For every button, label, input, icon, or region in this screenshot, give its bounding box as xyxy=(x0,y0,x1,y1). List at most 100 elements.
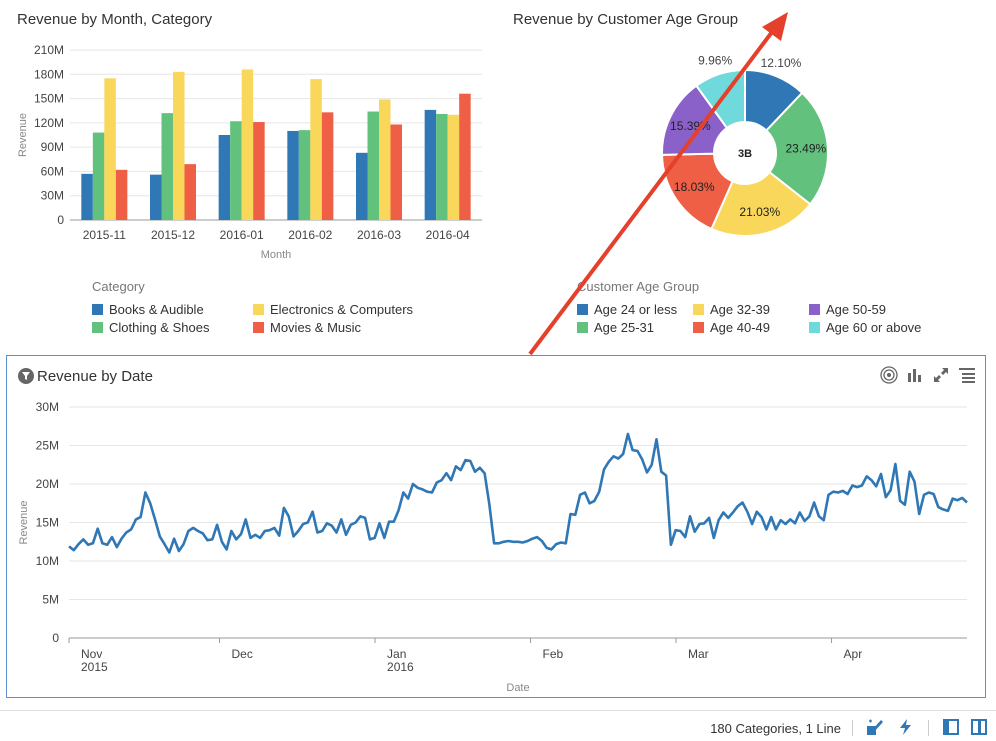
pie-legend-item[interactable]: Age 50-59 xyxy=(809,302,886,317)
legend-label: Age 50-59 xyxy=(826,302,886,317)
line-chart-panel[interactable]: Revenue by Date 0 5M 10M 15M 20M 25M 30M Nov 201… xyxy=(6,355,986,698)
bar-chart-icon[interactable] xyxy=(906,366,924,384)
pie-slice-label: 12.10% xyxy=(761,56,802,70)
brush-icon[interactable] xyxy=(866,718,884,736)
bar[interactable] xyxy=(436,113,448,220)
bar[interactable] xyxy=(379,99,391,220)
revenue-line[interactable] xyxy=(68,432,968,554)
status-bar: 180 Categories, 1 Line xyxy=(0,710,996,741)
line-x-tick-sublabel: 2016 xyxy=(387,660,414,674)
pie-legend-title: Customer Age Group xyxy=(577,279,700,294)
bar-legend-item[interactable]: Clothing & Shoes xyxy=(92,320,209,335)
legend-swatch xyxy=(92,304,103,315)
bar[interactable] xyxy=(298,130,311,220)
bar[interactable] xyxy=(367,111,380,220)
bar[interactable] xyxy=(230,121,242,220)
expand-icon[interactable] xyxy=(932,366,950,384)
right-panel-icon[interactable] xyxy=(970,718,988,736)
bar-chart-title: Revenue by Month, Category xyxy=(17,11,213,28)
legend-label: Age 60 or above xyxy=(826,320,922,335)
list-icon[interactable] xyxy=(958,366,976,384)
legend-swatch xyxy=(253,304,264,315)
bar-x-tick-label: 2015-12 xyxy=(151,228,195,242)
legend-label: Movies & Music xyxy=(270,320,362,335)
line-x-tick-label: Jan xyxy=(387,647,406,661)
bar[interactable] xyxy=(92,132,105,220)
legend-swatch xyxy=(92,322,103,333)
bar-y-tick-label: 180M xyxy=(34,67,64,81)
bar[interactable] xyxy=(218,135,231,220)
pie-legend-item[interactable]: Age 60 or above xyxy=(809,320,921,335)
bar[interactable] xyxy=(173,71,185,220)
bar-x-tick-label: 2015-11 xyxy=(83,228,126,242)
bar-y-tick-label: 60M xyxy=(41,164,64,178)
bar-legend-item[interactable]: Movies & Music xyxy=(253,320,361,335)
pie-slice-label: 15.39% xyxy=(670,119,711,133)
legend-swatch xyxy=(577,322,588,333)
line-y-tick-label: 20M xyxy=(36,477,59,491)
legend-label: Electronics & Computers xyxy=(270,302,414,317)
target-icon[interactable] xyxy=(880,366,898,384)
bar[interactable] xyxy=(253,122,265,220)
line-y-tick-label: 25M xyxy=(36,439,59,453)
legend-label: Age 40-49 xyxy=(710,320,770,335)
bar-legend-item[interactable]: Books & Audible xyxy=(92,302,204,317)
pie-legend-item[interactable]: Age 25-31 xyxy=(577,320,654,335)
bar-x-tick-label: 2016-02 xyxy=(288,228,332,242)
line-x-tick-label: Dec xyxy=(232,647,253,661)
line-x-axis-label: Date xyxy=(506,682,529,694)
bar[interactable] xyxy=(161,113,174,220)
legend-label: Age 32-39 xyxy=(710,302,770,317)
legend-label: Books & Audible xyxy=(109,302,204,317)
line-y-tick-label: 0 xyxy=(52,631,59,645)
line-x-tick-label: Apr xyxy=(844,647,863,661)
bar-y-tick-label: 150M xyxy=(34,92,64,106)
bar-x-axis-label: Month xyxy=(261,249,292,261)
legend-swatch xyxy=(693,322,704,333)
legend-swatch xyxy=(253,322,264,333)
status-summary: 180 Categories, 1 Line xyxy=(710,721,841,736)
pie-chart[interactable]: 12.10% 23.49% 21.03% 18.03% 15.39% 9.96% 3B xyxy=(640,48,850,258)
legend-swatch xyxy=(577,304,588,315)
filter-icon[interactable] xyxy=(18,368,34,384)
line-chart-title: Revenue by Date xyxy=(37,368,153,385)
line-x-tick-sublabel: 2015 xyxy=(81,660,108,674)
legend-swatch xyxy=(693,304,704,315)
bar[interactable] xyxy=(390,124,403,220)
bar[interactable] xyxy=(104,78,116,220)
bar-y-tick-label: 120M xyxy=(34,116,64,130)
legend-label: Age 24 or less xyxy=(594,302,678,317)
left-panel-icon[interactable] xyxy=(942,718,960,736)
bar-x-tick-label: 2016-03 xyxy=(357,228,401,242)
lightning-icon[interactable] xyxy=(897,718,915,736)
pie-center-label: 3B xyxy=(738,148,752,160)
pie-slice-label: 21.03% xyxy=(739,205,780,219)
bar[interactable] xyxy=(356,152,368,220)
legend-label: Clothing & Shoes xyxy=(109,320,210,335)
bar[interactable] xyxy=(184,164,197,220)
pie-slice[interactable] xyxy=(764,91,829,206)
pie-legend-item[interactable]: Age 24 or less xyxy=(577,302,677,317)
bar[interactable] xyxy=(115,169,128,220)
bar[interactable] xyxy=(424,109,437,220)
legend-swatch xyxy=(809,304,820,315)
bar-chart[interactable]: 0 30M 60M 90M 120M 150M 180M 210M 2015-11 2015-12… xyxy=(0,35,490,270)
bar[interactable] xyxy=(150,174,162,220)
bar[interactable] xyxy=(81,173,93,220)
bar[interactable] xyxy=(310,79,322,220)
bar[interactable] xyxy=(447,114,460,220)
pie-legend-item[interactable]: Age 40-49 xyxy=(693,320,770,335)
pie-legend-item[interactable]: Age 32-39 xyxy=(693,302,770,317)
status-divider xyxy=(852,720,853,736)
bar-legend-item[interactable]: Electronics & Computers xyxy=(253,302,413,317)
bar-y-axis-label: Revenue xyxy=(17,113,29,157)
line-x-tick-label: Mar xyxy=(688,647,709,661)
legend-label: Age 25-31 xyxy=(594,320,654,335)
line-y-tick-label: 10M xyxy=(36,554,59,568)
status-divider xyxy=(928,720,929,736)
bar[interactable] xyxy=(459,93,471,220)
bar[interactable] xyxy=(321,112,334,220)
bar[interactable] xyxy=(287,130,299,220)
bar[interactable] xyxy=(241,69,254,220)
